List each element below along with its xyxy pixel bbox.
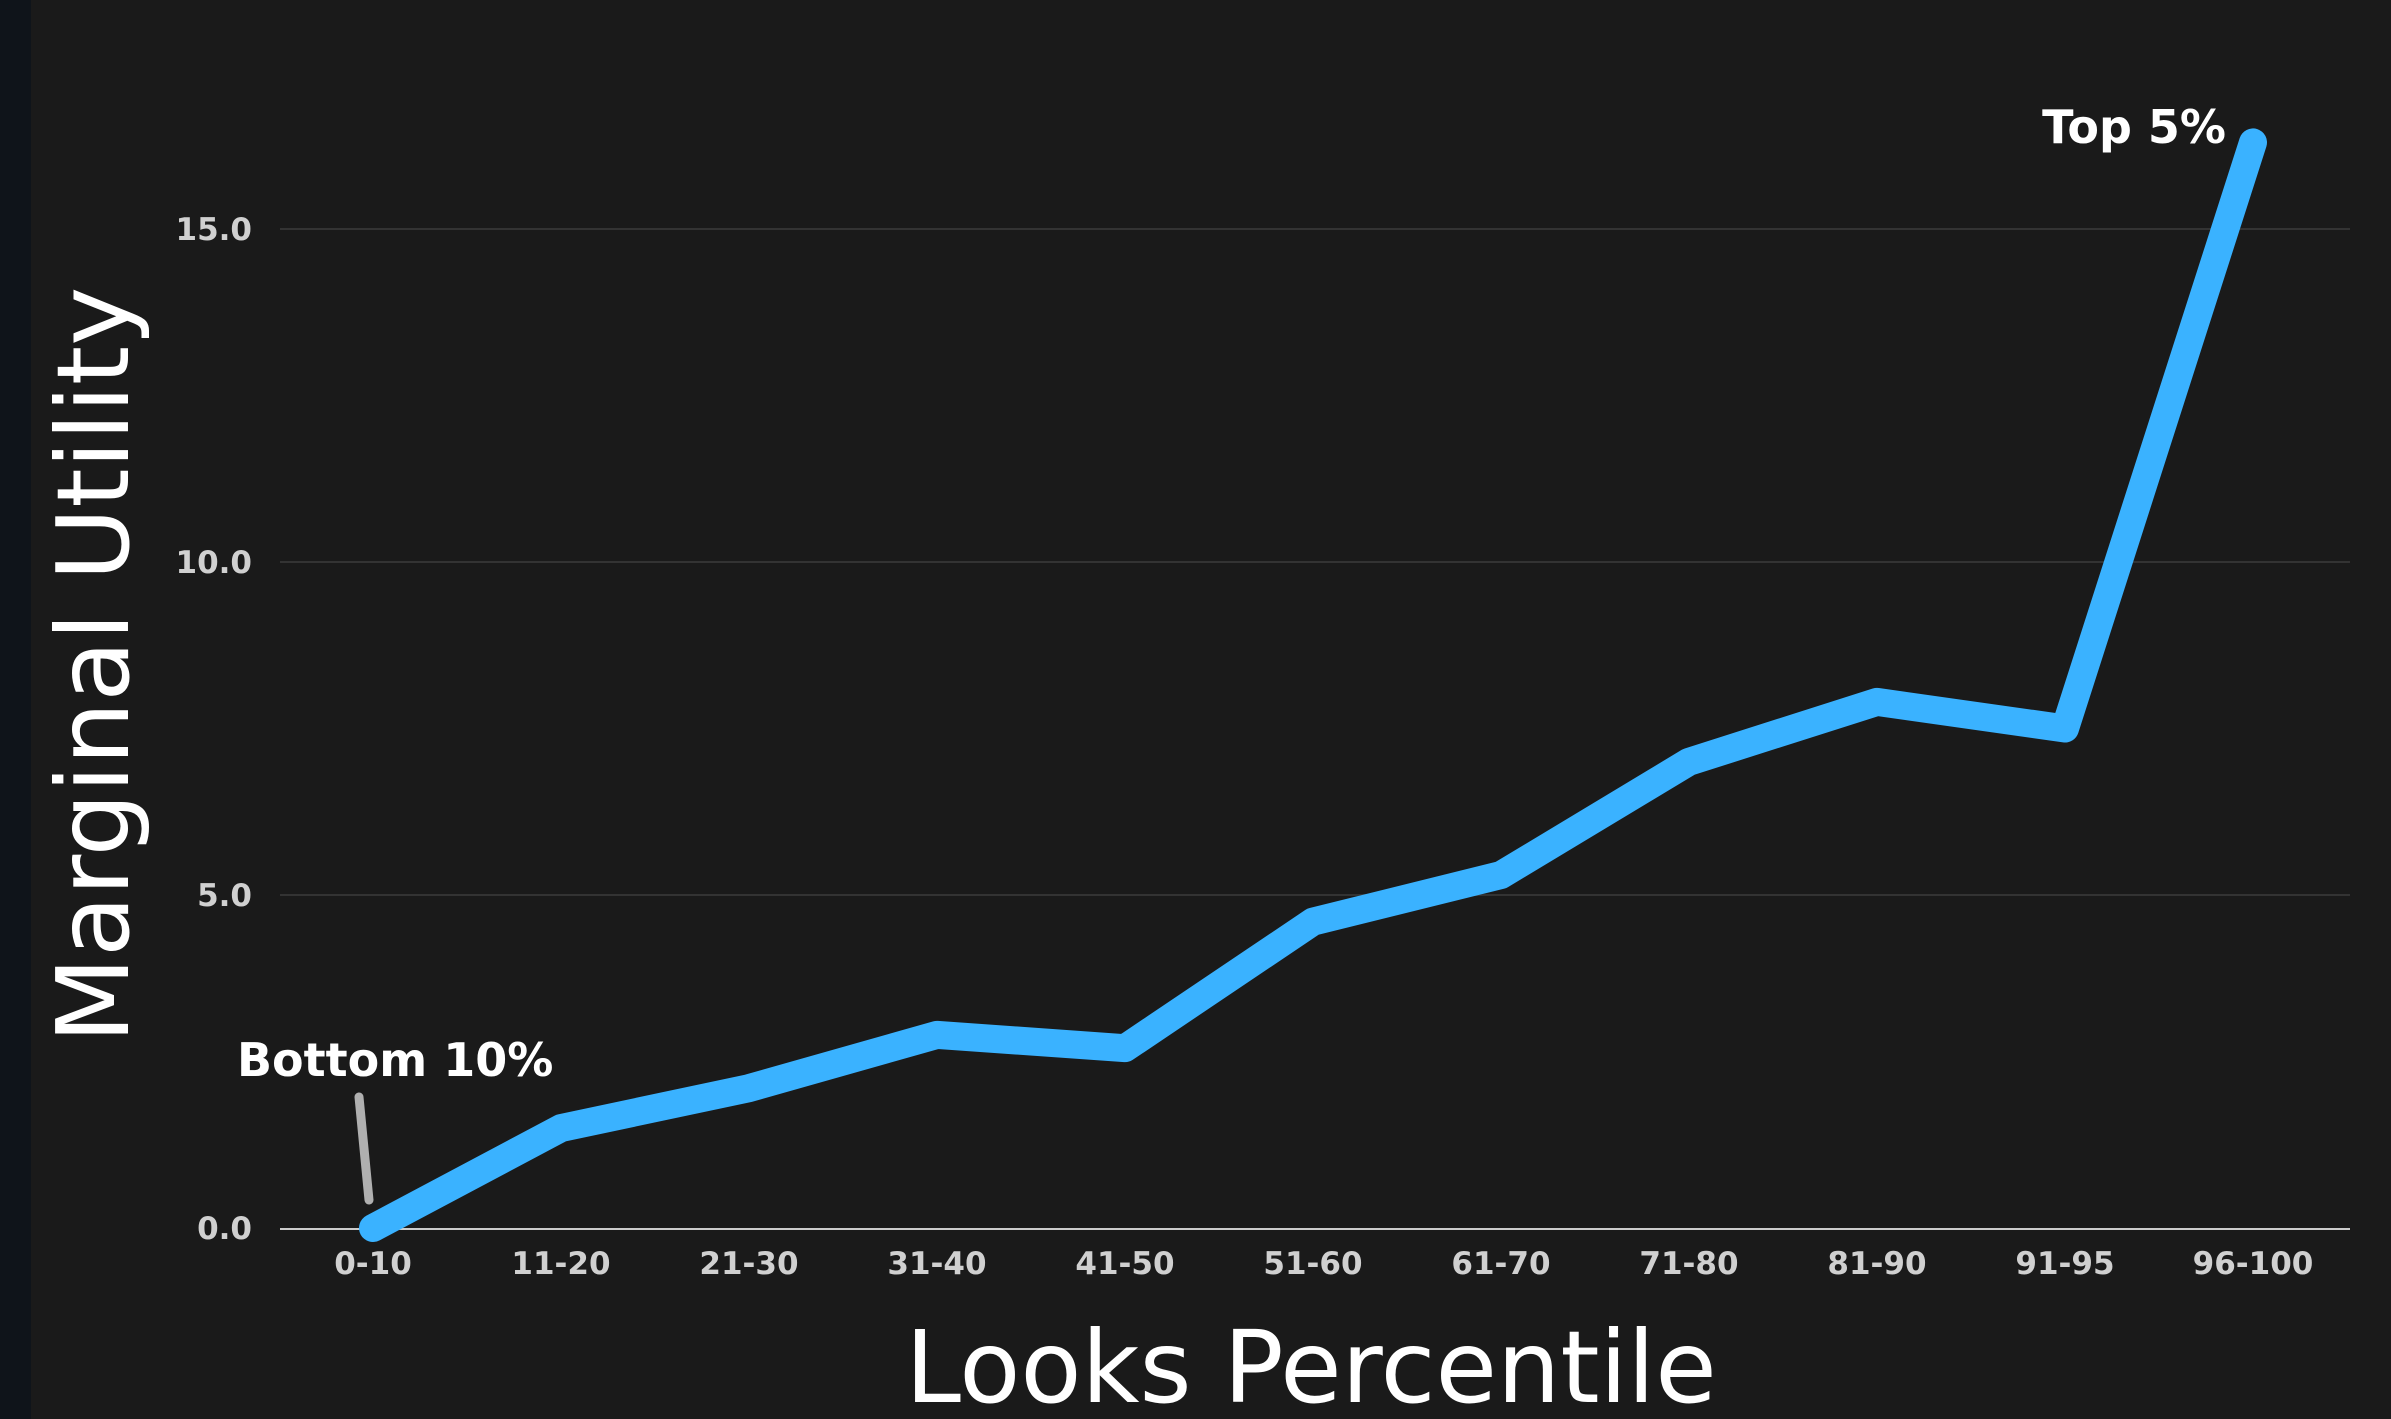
y-tick-labels: 0.0 5.0 10.0 15.0	[176, 212, 253, 1247]
gridlines	[280, 228, 2350, 896]
x-tick-label: 61-70	[1451, 1246, 1550, 1282]
x-tick-label: 21-30	[699, 1246, 798, 1282]
x-tick-label: 11-20	[511, 1246, 610, 1282]
y-tick-label: 0.0	[197, 1211, 252, 1247]
annotation-bottom-10: Bottom 10%	[237, 1033, 553, 1087]
x-tick-label: 91-95	[2015, 1246, 2114, 1282]
x-tick-label: 0-10	[334, 1246, 412, 1282]
x-axis-title: Looks Percentile	[905, 1309, 1716, 1419]
y-tick-label: 5.0	[197, 878, 252, 914]
x-tick-label: 41-50	[1075, 1246, 1174, 1282]
bottom-annotation-pointer	[354, 1092, 374, 1205]
y-tick-label: 10.0	[176, 545, 253, 581]
y-tick-label: 15.0	[176, 212, 253, 248]
x-tick-label: 71-80	[1639, 1246, 1738, 1282]
window-edge-strip	[0, 0, 31, 1419]
x-tick-label: 96-100	[2193, 1246, 2314, 1282]
annotation-top-5: Top 5%	[2042, 100, 2226, 154]
y-axis-title: Marginal Utility	[35, 287, 152, 1044]
series-line	[359, 128, 2267, 1242]
x-tick-label: 81-90	[1827, 1246, 1926, 1282]
x-tick-label: 51-60	[1263, 1246, 1362, 1282]
x-tick-label: 31-40	[887, 1246, 986, 1282]
x-tick-labels: 0-10 11-20 21-30 31-40 41-50 51-60 61-70 71-80 8…	[334, 1246, 2313, 1282]
